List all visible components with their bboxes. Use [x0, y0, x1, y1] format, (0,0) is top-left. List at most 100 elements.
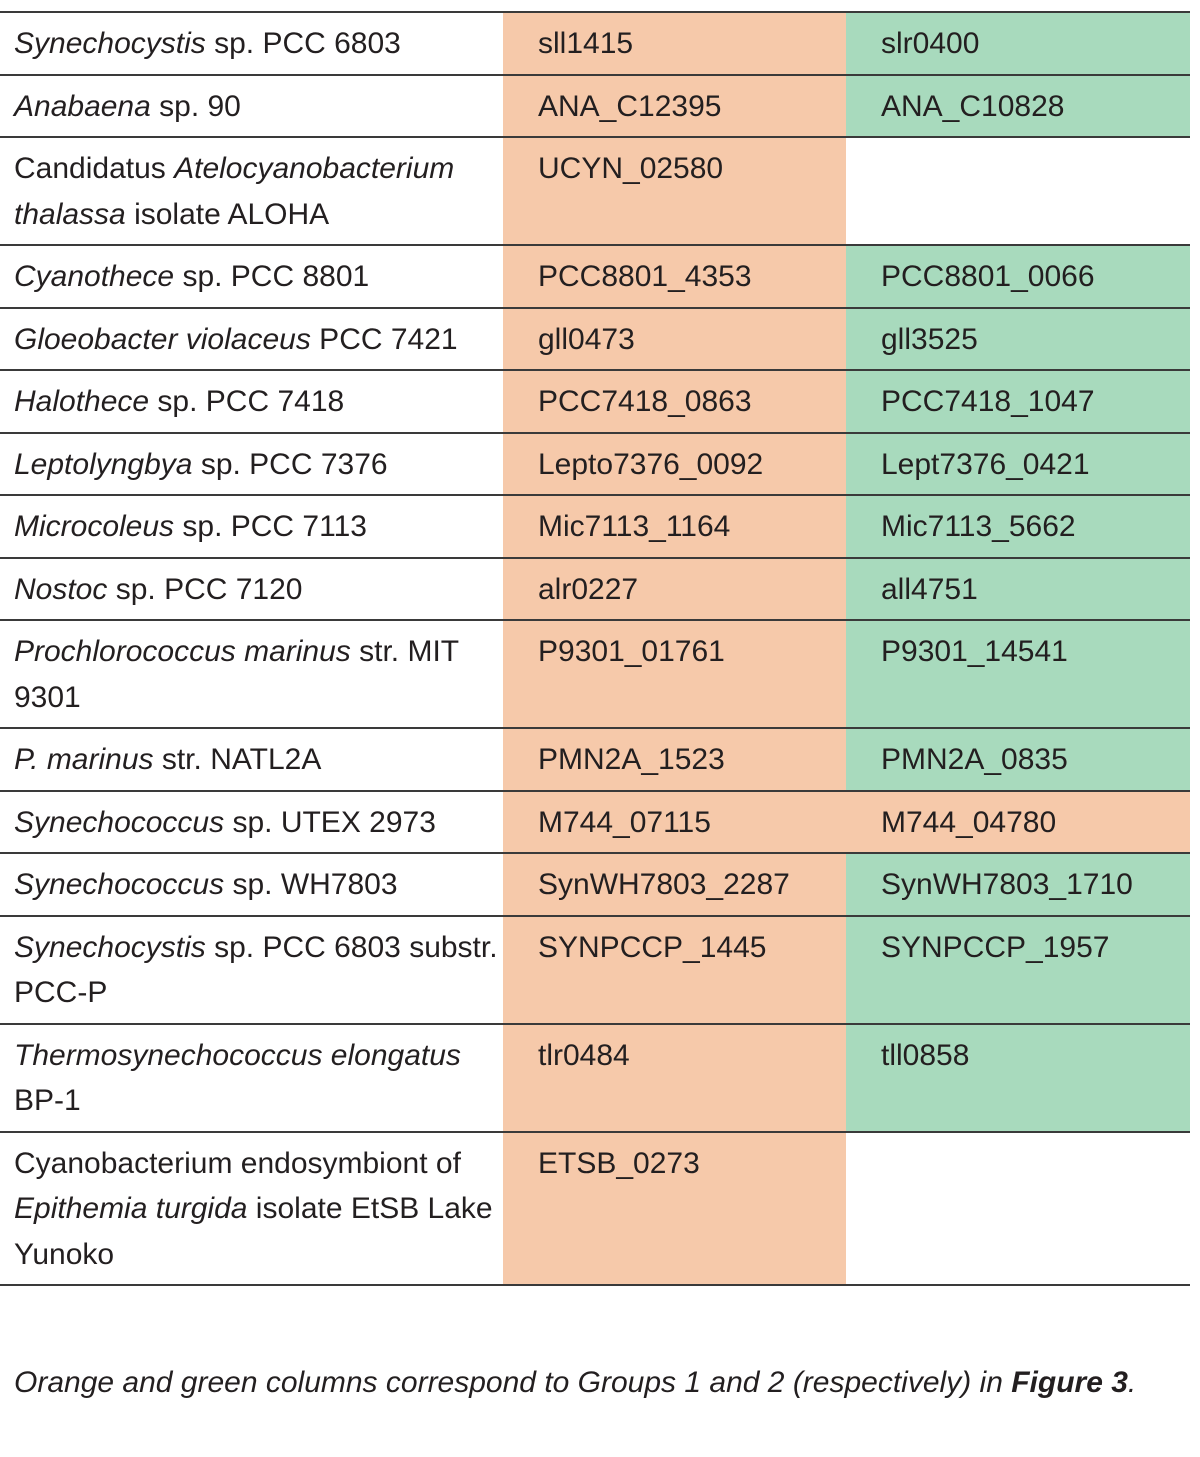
organism-strain: sp. PCC 7113	[174, 510, 367, 543]
organism-cell: Synechocystis sp. PCC 6803 substr. PCC-P	[0, 916, 503, 1024]
group2-gene-cell: PCC8801_0066	[846, 245, 1190, 308]
table-row: Candidatus Atelocyanobacterium thalassa …	[0, 137, 1190, 245]
table-row: Synechococcus sp. WH7803 SynWH7803_2287 Sy…	[0, 853, 1190, 916]
organism-name: Anabaena	[14, 89, 151, 123]
table-row: Halothece sp. PCC 7418 PCC7418_0863 PCC741…	[0, 370, 1190, 433]
organism-name: Leptolyngbya	[14, 447, 193, 481]
group2-gene-cell: gll3525	[846, 307, 1190, 370]
organism-cell: Thermosynechococcus elongatus BP-1	[0, 1024, 503, 1132]
organism-cell: Synechococcus sp. UTEX 2973	[0, 791, 503, 854]
organism-name: Synechococcus	[14, 805, 225, 839]
group2-gene-cell: tll0858	[846, 1023, 1190, 1132]
group2-gene-cell: P9301_14541	[846, 620, 1190, 728]
table-row: Synechococcus sp. UTEX 2973 M744_07115 M74…	[0, 790, 1190, 854]
organism-prefix: Cyanobacterium endosymbiont of	[14, 1146, 461, 1180]
table-row: Synechocystis sp. PCC 6803 substr. PCC-P…	[0, 915, 1190, 1024]
group2-gene-cell	[846, 137, 1190, 245]
organism-strain: sp. PCC 7418	[149, 385, 345, 418]
organism-cell: Microcoleus sp. PCC 7113	[0, 495, 503, 558]
footnote-text: Orange and green columns correspond to G…	[14, 1366, 1012, 1399]
group1-gene-cell: gll0473	[503, 307, 846, 370]
group1-gene-cell: alr0227	[503, 557, 846, 620]
organism-strain: str. MIT 9301	[14, 635, 459, 714]
group1-gene-cell: PCC8801_4353	[503, 245, 846, 308]
group1-gene-cell: P9301_01761	[503, 620, 846, 728]
organism-name: Cyanothece	[14, 260, 175, 293]
organism-name: Thermosynechococcus elongatus	[14, 1038, 461, 1072]
table-row: Microcoleus sp. PCC 7113 Mic7113_1164 Mic7…	[0, 495, 1190, 558]
group1-gene-cell: SynWH7803_2287	[503, 853, 846, 916]
organism-strain: sp. PCC 6803	[205, 27, 401, 60]
organism-strain: sp. PCC 8801	[174, 260, 370, 293]
table-row: Cyanobacterium endosymbiont of Epithemia…	[0, 1131, 1190, 1286]
organism-cell: Cyanobacterium endosymbiont of Epithemia…	[0, 1132, 503, 1286]
organism-name: Halothece	[14, 385, 150, 418]
organism-name: P. marinus	[14, 743, 154, 776]
organism-cell: Gloeobacter violaceus PCC 7421	[0, 308, 503, 371]
footnote-end: .	[1127, 1366, 1137, 1399]
group1-gene-cell: UCYN_02580	[503, 137, 846, 245]
organism-name: Nostoc	[14, 572, 108, 606]
group1-gene-cell: M744_07115	[503, 790, 846, 853]
group2-gene-cell: Lept7376_0421	[846, 432, 1190, 495]
group2-gene-cell: SynWH7803_1710	[846, 853, 1190, 916]
table-row: Prochlorococcus marinus str. MIT 9301 P93…	[0, 620, 1190, 728]
group2-gene-cell: slr0400	[846, 12, 1190, 75]
table-row: Anabaena sp. 90 ANA_C12395 ANA_C10828	[0, 74, 1190, 138]
group1-gene-cell: PCC7418_0863	[503, 370, 846, 433]
group1-gene-cell: Mic7113_1164	[503, 495, 846, 558]
group2-gene-cell: M744_04780	[846, 790, 1190, 853]
organism-prefix: Candidatus	[14, 152, 175, 185]
organism-strain: sp. UTEX 2973	[224, 805, 436, 839]
organism-name: Synechocystis	[14, 930, 206, 964]
organism-strain: sp. PCC 7120	[107, 572, 303, 606]
group2-gene-cell: all4751	[846, 557, 1190, 620]
organism-strain: str. NATL2A	[153, 743, 322, 776]
group1-gene-cell: Lepto7376_0092	[503, 432, 846, 495]
group2-gene-cell: PCC7418_1047	[846, 370, 1190, 433]
organism-cell: Synechococcus sp. WH7803	[0, 853, 503, 916]
organism-strain: BP-1	[14, 1084, 81, 1117]
organism-strain: sp. PCC 6803 substr. PCC-P	[14, 930, 498, 1010]
organism-cell: Leptolyngbya sp. PCC 7376	[0, 433, 503, 496]
organism-cell: Cyanothece sp. PCC 8801	[0, 245, 503, 308]
group1-gene-cell: ETSB_0273	[503, 1131, 846, 1285]
organism-strain: sp. PCC 7376	[192, 447, 388, 481]
organism-strain: isolate EtSB Lake Yunoko	[14, 1192, 493, 1271]
group1-gene-cell: sll1415	[503, 12, 846, 75]
organism-cell: Candidatus Atelocyanobacterium thalassa …	[0, 137, 503, 245]
organism-name: Microcoleus	[14, 510, 175, 543]
organism-cell: Anabaena sp. 90	[0, 75, 503, 138]
organism-name: Epithemia turgida	[14, 1192, 248, 1225]
gene-table: Synechocystis sp. PCC 6803 sll1415 slr0400…	[0, 11, 1190, 1286]
table-row: Cyanothece sp. PCC 8801 PCC8801_4353 PCC88…	[0, 245, 1190, 308]
table-row: Gloeobacter violaceus PCC 7421 gll0473 gll…	[0, 307, 1190, 371]
group2-gene-cell: ANA_C10828	[846, 74, 1190, 137]
organism-cell: Halothece sp. PCC 7418	[0, 370, 503, 433]
group2-gene-cell	[846, 1131, 1190, 1285]
figure-reference: Figure 3	[1011, 1366, 1128, 1399]
organism-cell: Prochlorococcus marinus str. MIT 9301	[0, 620, 503, 728]
gene-table-body: Synechocystis sp. PCC 6803 sll1415 slr0400…	[0, 12, 1190, 1285]
group2-gene-cell: SYNPCCP_1957	[846, 915, 1190, 1024]
organism-name: Prochlorococcus marinus	[14, 635, 351, 668]
table-row: Nostoc sp. PCC 7120 alr0227 all4751	[0, 557, 1190, 621]
organism-strain: sp. 90	[150, 89, 241, 123]
table-footnote: Orange and green columns correspond to G…	[14, 1362, 1186, 1404]
table-row: Leptolyngbya sp. PCC 7376 Lepto7376_0092 L…	[0, 432, 1190, 496]
group1-gene-cell: ANA_C12395	[503, 74, 846, 137]
group2-gene-cell: PMN2A_0835	[846, 728, 1190, 791]
table-row: Synechocystis sp. PCC 6803 sll1415 slr0400	[0, 12, 1190, 75]
group1-gene-cell: PMN2A_1523	[503, 728, 846, 791]
organism-strain: sp. WH7803	[224, 868, 398, 901]
organism-name: Synechococcus	[14, 868, 225, 901]
organism-name: Gloeobacter violaceus	[14, 322, 311, 356]
table-row: Thermosynechococcus elongatus BP-1 tlr048…	[0, 1023, 1190, 1132]
organism-cell: Nostoc sp. PCC 7120	[0, 558, 503, 621]
organism-cell: Synechocystis sp. PCC 6803	[0, 12, 503, 75]
organism-strain: isolate ALOHA	[125, 197, 330, 231]
table-row: P. marinus str. NATL2A PMN2A_1523 PMN2A_08…	[0, 728, 1190, 791]
group1-gene-cell: tlr0484	[503, 1023, 846, 1132]
organism-name: Atelocyanobacterium thalassa	[14, 152, 455, 231]
